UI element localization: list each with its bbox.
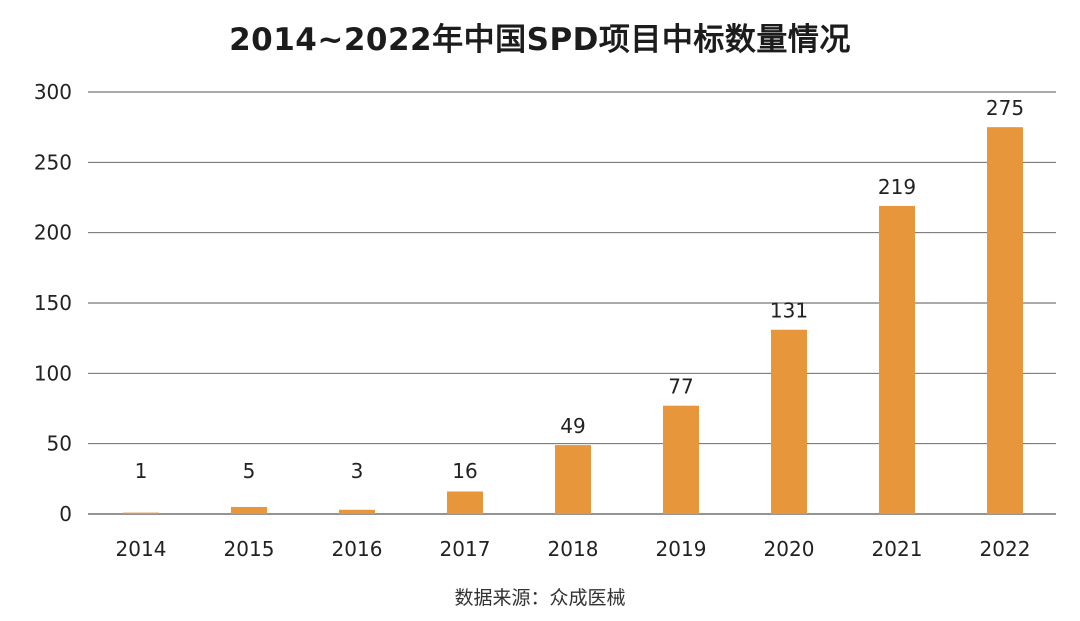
data-label-2016: 3	[351, 459, 364, 483]
data-label-2020: 131	[770, 299, 808, 323]
y-tick-label: 250	[34, 150, 72, 174]
bar-2022	[987, 127, 1023, 515]
data-label-2015: 5	[243, 459, 256, 483]
bar-2019	[663, 405, 699, 514]
y-tick-label: 300	[34, 80, 72, 104]
x-tick-label-2017: 2017	[440, 537, 491, 561]
data-label-2021: 219	[878, 175, 916, 199]
x-tick-label-2020: 2020	[764, 537, 815, 561]
data-label-2019: 77	[668, 375, 693, 399]
source-note: 数据来源：众成医械	[454, 587, 626, 609]
bar-2015	[231, 506, 267, 514]
y-tick-label: 200	[34, 221, 72, 245]
y-tick-label: 150	[34, 291, 72, 315]
data-label-2017: 16	[452, 459, 477, 483]
x-tick-label-2014: 2014	[116, 537, 167, 561]
data-label-2018: 49	[560, 414, 585, 438]
bar-2020	[771, 329, 807, 514]
bar-2016	[339, 509, 375, 514]
x-tick-label-2019: 2019	[656, 537, 707, 561]
bar-2021	[879, 205, 915, 514]
y-tick-label: 50	[47, 432, 72, 456]
x-tick-label-2016: 2016	[332, 537, 383, 561]
x-tick-label-2022: 2022	[980, 537, 1031, 561]
data-label-2022: 275	[986, 96, 1024, 120]
y-tick-label: 0	[59, 502, 72, 526]
bar-2017	[447, 491, 483, 514]
chart-title: 2014~2022年中国SPD项目中标数量情况	[229, 22, 851, 58]
bar-2018	[555, 445, 591, 514]
x-tick-label-2015: 2015	[224, 537, 275, 561]
x-tick-label-2018: 2018	[548, 537, 599, 561]
x-tick-label-2021: 2021	[872, 537, 923, 561]
data-label-2014: 1	[135, 459, 148, 483]
bar-2014	[123, 512, 159, 514]
y-tick-label: 100	[34, 361, 72, 385]
